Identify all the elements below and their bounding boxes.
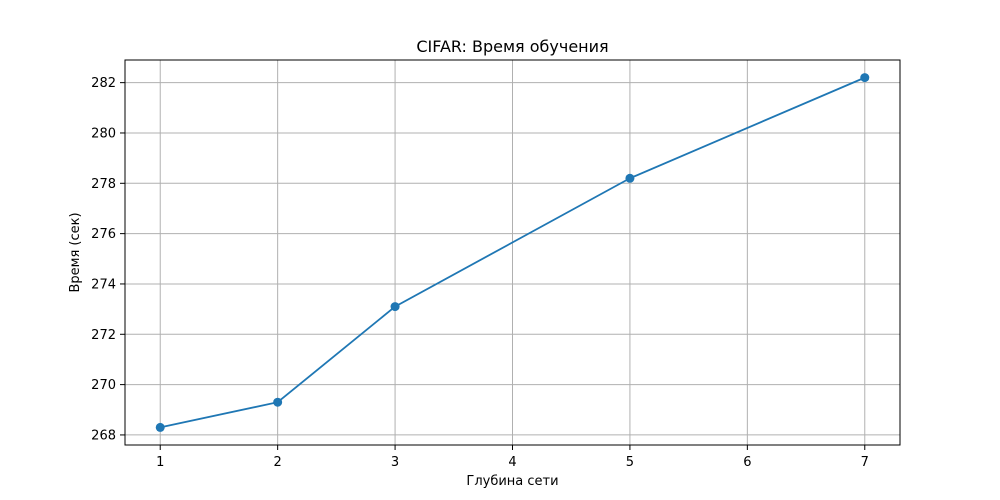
plot-frame	[124, 59, 901, 446]
series-layer	[155, 73, 870, 432]
data-point	[860, 73, 870, 83]
y-tick-label: 270	[91, 378, 116, 393]
x-tick-label: 6	[743, 455, 751, 470]
y-axis-label: Время (сек)	[68, 212, 83, 292]
y-tick-label: 282	[91, 76, 116, 91]
data-point	[273, 397, 283, 407]
x-tick-label: 3	[391, 455, 399, 470]
data-point	[625, 173, 635, 183]
y-tick-label: 280	[91, 126, 116, 141]
y-tick-label: 274	[91, 277, 116, 292]
y-axis: 268 270 272 274 276 278 280 282	[91, 76, 125, 443]
x-axis: 1 2 3 4 5 6 7	[156, 445, 869, 470]
data-point	[155, 422, 165, 432]
x-axis-label: Глубина сети	[466, 474, 558, 489]
x-tick-label: 7	[861, 455, 869, 470]
y-tick-label: 268	[91, 428, 116, 443]
data-point	[390, 302, 400, 312]
y-tick-label: 276	[91, 227, 116, 242]
x-tick-label: 1	[156, 455, 164, 470]
x-tick-label: 5	[626, 455, 634, 470]
grid	[125, 60, 900, 445]
y-tick-label: 272	[91, 328, 116, 343]
chart-title: CIFAR: Время обучения	[416, 37, 608, 56]
x-tick-label: 2	[274, 455, 282, 470]
y-tick-label: 278	[91, 177, 116, 192]
x-tick-label: 4	[508, 455, 516, 470]
